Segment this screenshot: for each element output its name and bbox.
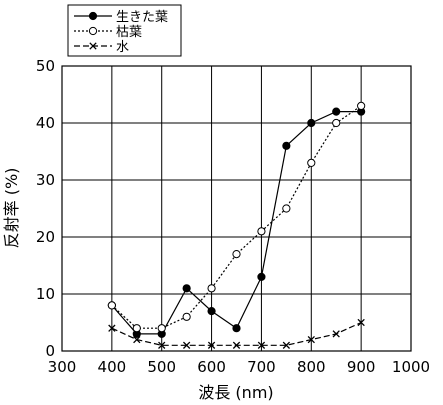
plot-frame xyxy=(61,65,412,352)
data-point xyxy=(332,118,341,128)
x-tick-label: 800 xyxy=(297,358,326,376)
data-point xyxy=(158,341,166,349)
y-tick-label: 20 xyxy=(36,228,55,246)
legend-label: 生きた葉 xyxy=(116,10,168,25)
x-tick-labels: 300 400 500 600 700 800 900 1000 xyxy=(48,358,430,376)
data-point xyxy=(207,307,216,316)
data-point xyxy=(257,341,266,349)
series-2 xyxy=(107,101,366,333)
data-point xyxy=(282,141,291,150)
data-point xyxy=(282,204,291,213)
legend-label: 水 xyxy=(116,40,129,55)
y-axis-title: 反射率 (%) xyxy=(2,168,21,249)
data-point xyxy=(182,341,191,349)
data-point xyxy=(182,312,191,321)
x-tick-label: 700 xyxy=(247,358,276,376)
data-point xyxy=(207,284,216,293)
data-point xyxy=(207,341,216,349)
data-point xyxy=(307,118,316,128)
y-tick-label: 50 xyxy=(36,57,55,75)
x-axis-title: 波長 (nm) xyxy=(198,383,273,402)
y-tick-label: 30 xyxy=(36,171,55,189)
data-point xyxy=(107,301,116,310)
x-tick-label: 1000 xyxy=(392,358,430,376)
y-tick-label: 40 xyxy=(36,114,55,132)
data-point xyxy=(357,318,365,327)
series-layer xyxy=(107,101,366,349)
x-tick-label: 600 xyxy=(197,358,226,376)
data-point xyxy=(307,335,315,344)
data-point xyxy=(257,272,266,281)
legend-marker xyxy=(88,26,98,36)
legend-marker xyxy=(88,11,98,21)
data-point xyxy=(232,250,241,259)
x-tick-label: 500 xyxy=(147,358,176,376)
series-line xyxy=(111,105,362,329)
y-tick-label: 10 xyxy=(36,285,55,303)
series-1 xyxy=(107,107,366,338)
data-point xyxy=(157,324,166,333)
data-point xyxy=(232,341,241,349)
series-3 xyxy=(108,318,365,349)
data-point xyxy=(332,330,340,338)
x-tick-label: 300 xyxy=(48,358,77,376)
data-point xyxy=(257,227,266,236)
legend-marker xyxy=(89,42,97,50)
series-line xyxy=(111,110,362,335)
data-point xyxy=(357,101,366,111)
x-tick-label: 400 xyxy=(98,358,127,376)
data-point xyxy=(182,284,191,293)
legend-label: 枯葉 xyxy=(116,25,142,40)
y-tick-labels: 0 10 20 30 40 50 xyxy=(36,57,55,360)
data-point xyxy=(132,324,141,333)
data-point xyxy=(108,324,116,332)
data-point xyxy=(307,158,316,167)
y-tick-label: 0 xyxy=(45,342,55,360)
data-point xyxy=(133,335,141,344)
data-point xyxy=(282,341,291,349)
data-point xyxy=(332,107,341,116)
x-tick-label: 900 xyxy=(347,358,376,376)
data-point xyxy=(232,324,241,333)
